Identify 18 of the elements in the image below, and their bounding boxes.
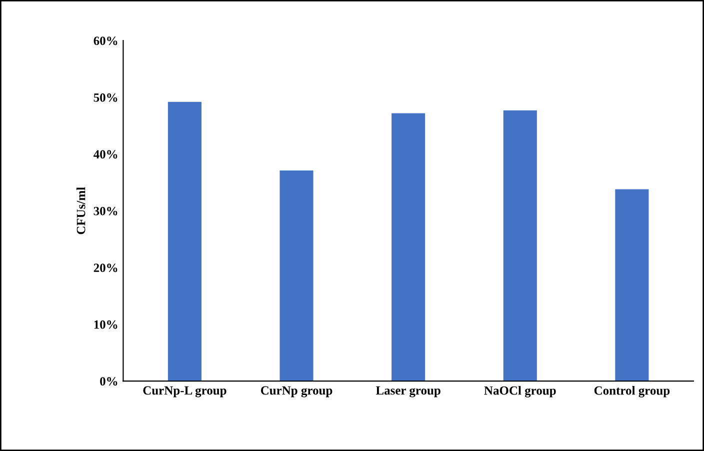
- x-tick-label: Control group: [594, 386, 670, 398]
- x-tick-label: CurNp group: [260, 386, 332, 398]
- bar: [280, 170, 314, 382]
- bar: [503, 110, 537, 382]
- y-tick-label: 50%: [94, 93, 118, 102]
- y-tick-label: 40%: [94, 150, 118, 159]
- y-tick-label: 30%: [94, 206, 118, 216]
- bar: [615, 189, 649, 382]
- y-tick-label: 60%: [94, 36, 118, 46]
- y-axis-title: CFUs/ml: [76, 187, 86, 234]
- y-tick-label: 10%: [94, 320, 118, 329]
- x-tick-label: NaOCl group: [484, 386, 556, 398]
- y-tick-label: 20%: [94, 264, 118, 272]
- y-tick-label: 0%: [100, 377, 118, 386]
- bar: [392, 113, 426, 382]
- x-tick-label: Laser group: [376, 386, 440, 398]
- bar: [168, 102, 202, 382]
- x-tick-label: CurNp-L group: [143, 386, 226, 398]
